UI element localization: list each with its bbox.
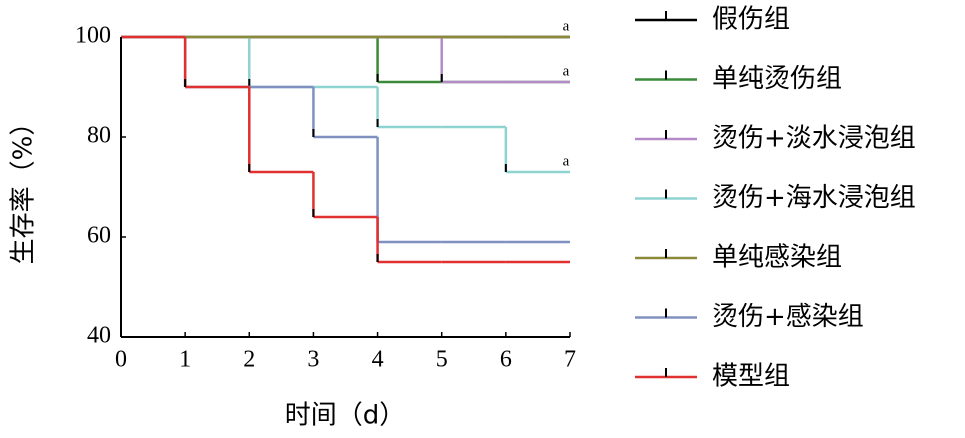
annotation: a (563, 153, 570, 169)
x-tick-label: 7 (564, 347, 576, 373)
y-tick-label: 60 (87, 223, 111, 249)
annotation: a (563, 63, 570, 79)
legend-label: 烫伤+淡水浸泡组 (712, 124, 916, 154)
legend-label: 单纯感染组 (712, 243, 842, 273)
x-tick-label: 5 (436, 347, 448, 373)
y-tick-label: 80 (87, 123, 111, 149)
y-tick-label: 100 (75, 23, 111, 49)
x-tick-label: 6 (500, 347, 512, 373)
x-tick-label: 1 (179, 347, 191, 373)
legend-label: 模型组 (712, 362, 790, 392)
y-tick-label: 40 (87, 323, 111, 349)
y-axis-label: 生存率（%） (9, 110, 39, 265)
x-axis-label: 时间（d） (285, 401, 406, 431)
legend-label: 烫伤+海水浸泡组 (712, 183, 916, 213)
x-tick-label: 3 (307, 347, 319, 373)
legend-label: 烫伤+感染组 (712, 302, 864, 332)
x-tick-label: 0 (115, 347, 127, 373)
x-tick-label: 2 (243, 347, 255, 373)
legend-label: 单纯烫伤组 (712, 64, 842, 94)
x-tick-label: 4 (372, 347, 384, 373)
annotation: a (563, 18, 570, 34)
legend-label: 假伤组 (712, 5, 790, 35)
